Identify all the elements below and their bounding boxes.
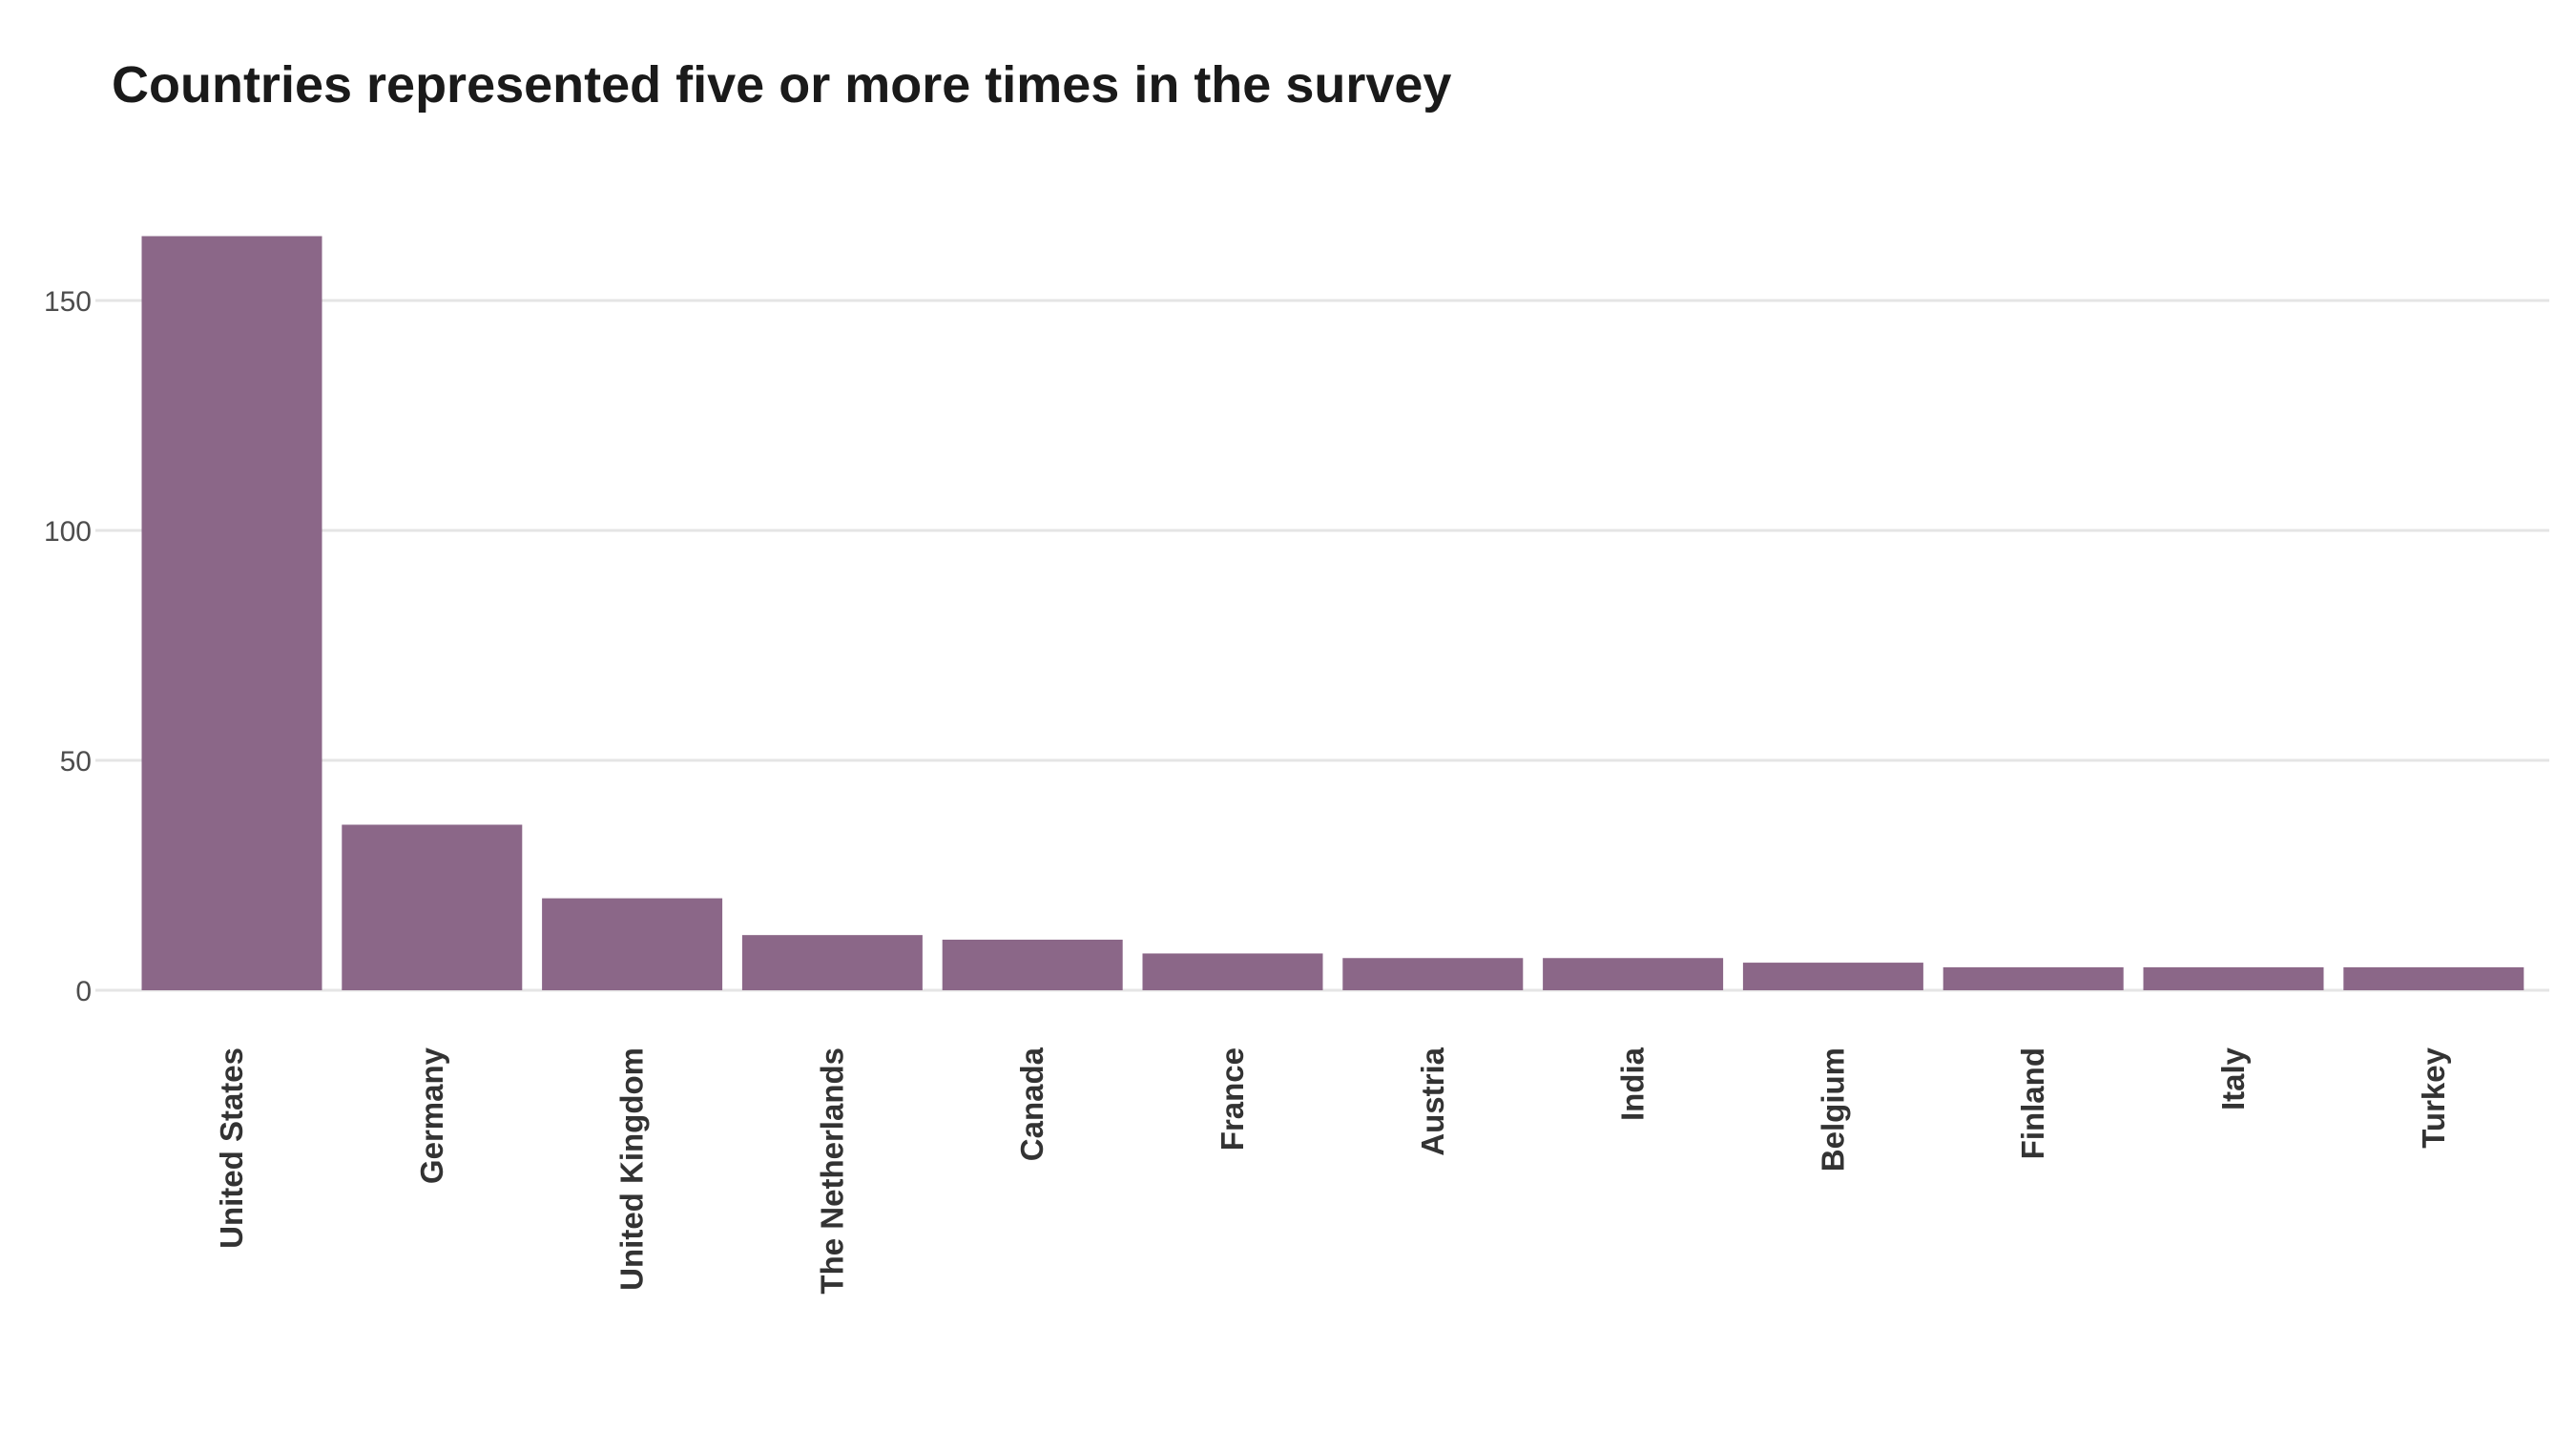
bar [741,935,923,990]
x-tick-label: Finland [2015,1047,2050,1159]
bar [1942,966,2124,990]
bar [2143,966,2324,990]
x-tick-label: United States [214,1047,249,1249]
x-tick-label: The Netherlands [814,1047,849,1295]
y-axis-ticks: 0 50 100 150 [44,286,92,1007]
bar [942,939,1123,990]
x-tick-label: Turkey [2416,1047,2451,1148]
y-tick-label: 0 [75,976,92,1007]
bar [1342,958,1524,990]
chart-title: Countries represented five or more times… [112,56,1452,114]
bars [141,236,2524,990]
bar [1142,953,1323,990]
x-tick-label: Belgium [1815,1047,1850,1172]
bar [542,898,723,990]
bar [342,824,523,990]
x-tick-label: Italy [2215,1047,2251,1110]
bar [1742,963,1923,990]
x-tick-label: Austria [1415,1047,1450,1155]
bar [1543,958,1724,990]
y-tick-label: 100 [44,516,92,548]
x-tick-label: India [1615,1047,1651,1121]
x-axis-ticks: United States Germany United Kingdom The Ne… [214,1047,2451,1294]
x-tick-label: France [1215,1047,1250,1151]
bar [141,236,322,990]
y-tick-label: 50 [60,746,92,778]
bar [2343,966,2524,990]
x-tick-label: Canada [1014,1047,1049,1161]
x-tick-label: United Kingdom [614,1047,650,1291]
y-tick-label: 150 [44,286,92,318]
x-tick-label: Germany [414,1047,449,1184]
